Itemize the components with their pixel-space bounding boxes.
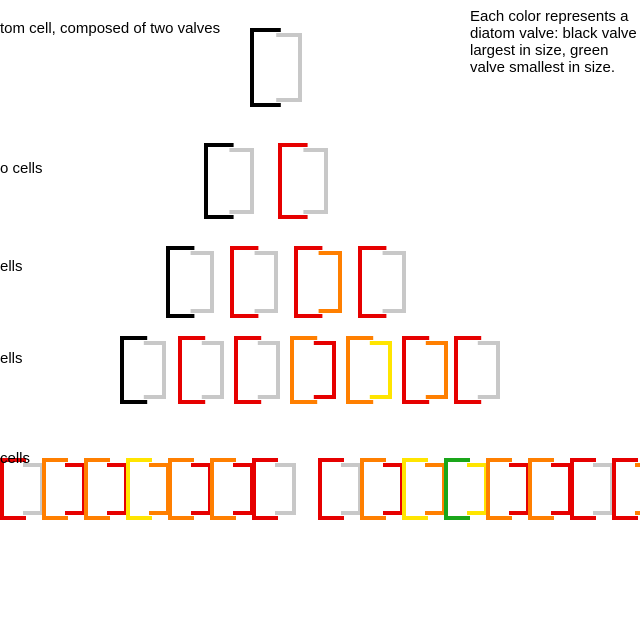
row-label: tom cell, composed of two valves: [0, 20, 220, 37]
row-label: ells: [0, 350, 23, 367]
row-label: o cells: [0, 160, 43, 177]
diatom-diagram: [0, 0, 640, 640]
row-label: ells: [0, 258, 23, 275]
legend-text: Each color represents a diatom valve: bl…: [470, 8, 640, 76]
row-label: cells: [0, 450, 30, 467]
